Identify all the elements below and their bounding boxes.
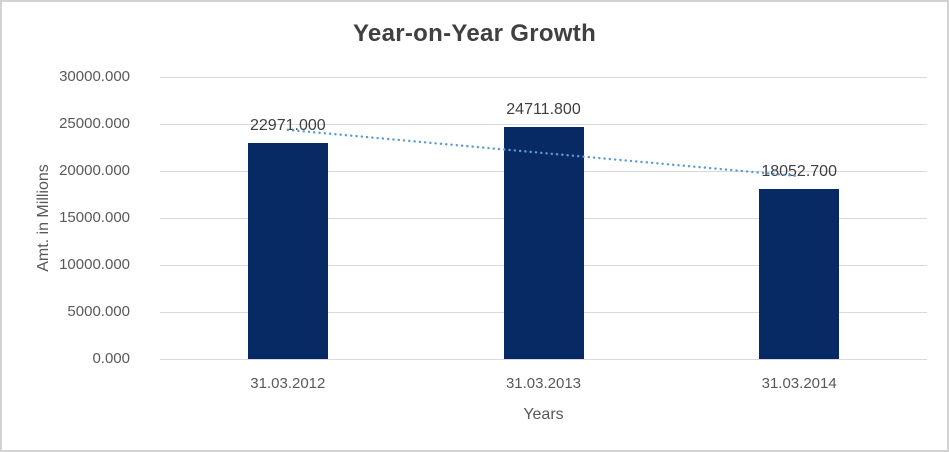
bar: [247, 143, 328, 359]
x-tick-label: 31.03.2013: [505, 375, 582, 392]
bar: [759, 189, 840, 359]
gridline: [160, 358, 927, 360]
bar: [503, 126, 584, 359]
y-tick-label: 10000.000: [59, 256, 130, 273]
y-tick-label: 15000.000: [59, 209, 130, 226]
y-tick-label: 5000.000: [67, 303, 130, 320]
y-tick-label: 25000.000: [59, 115, 130, 132]
bar-value-label: 22971.000: [250, 117, 326, 135]
bar-value-label: 18052.700: [761, 163, 837, 181]
gridline: [160, 123, 927, 125]
x-tick-label: 31.03.2014: [761, 375, 837, 392]
gridline: [160, 76, 927, 78]
y-tick-label: 20000.000: [59, 162, 130, 179]
y-tick-label: 0.000: [92, 350, 130, 367]
chart-title: Year-on-Year Growth: [352, 20, 597, 47]
y-tick-label: 30000.000: [59, 68, 130, 85]
bar-value-label: 24711.800: [506, 100, 581, 118]
x-tick-label: 31.03.2012: [250, 375, 326, 392]
x-axis-title: Years: [523, 406, 564, 423]
